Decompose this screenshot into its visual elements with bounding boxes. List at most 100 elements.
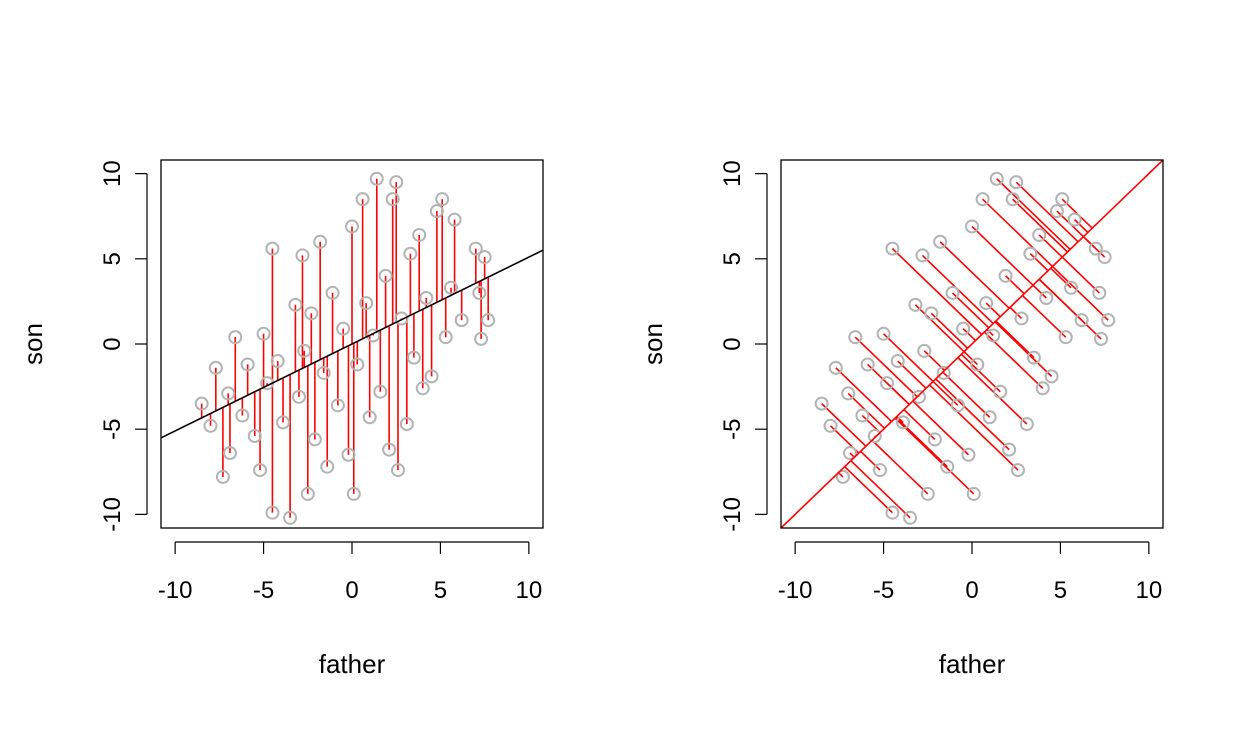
left-data-point [316,365,331,380]
right-residual-segment [962,328,977,342]
right-data-point [945,285,960,300]
right-data-point [998,268,1013,283]
right-data-point [876,326,891,341]
left-y-tick-label: 5 [99,252,126,265]
right-residual-segment [903,409,936,440]
left-data-point [350,357,365,372]
left-data-point [330,398,345,413]
right-residual-segment [844,466,893,514]
left-data-point [399,417,414,432]
right-residual-segment [1021,294,1067,338]
right-data-point [873,463,888,478]
right-data-point [855,408,870,423]
right-y-tick-label: 5 [719,252,746,265]
right-residual-segment [894,417,975,495]
left-data-point [313,234,328,249]
left-data-point [382,442,397,457]
right-residual-segment [935,378,1010,451]
right-residual-segment [1029,253,1049,272]
left-data-point [369,171,384,186]
right-x-tick-label: 10 [1136,577,1163,604]
right-data-point [903,510,918,525]
right-data-point [1101,313,1116,328]
right-data-point [1035,381,1050,396]
right-data-point [986,328,1001,343]
right-data-point [814,396,829,411]
left-data-point [355,192,370,207]
right-residual-segment [939,241,1010,309]
right-data-point [979,296,994,311]
right-data-point [920,486,935,501]
left-data-point [390,463,405,478]
right-data-point [880,376,895,391]
left-data-point [253,463,268,478]
right-residual-segment [1032,284,1047,299]
right-data-point [966,486,981,501]
left-x-tick-label: -5 [253,577,274,604]
left-data-point [415,381,430,396]
left-data-point [481,313,496,328]
right-residual-segment [1082,236,1106,258]
left-data-point [373,384,388,399]
right-x-tick-label: 0 [965,577,978,604]
left-data-point [304,306,319,321]
left-data-point [320,459,335,474]
left-data-point [235,408,250,423]
right-data-point [823,418,838,433]
right-residual-segment [951,292,990,329]
right-data-point [896,415,911,430]
right-residual-segment [971,225,1034,286]
left-plot-frame [160,159,544,529]
right-data-point [927,432,942,447]
right-residual-segment [912,400,970,456]
left-data-point [291,389,306,404]
right-data-point [950,398,965,413]
right-residual-segment [883,333,934,383]
right-data-point [890,354,905,369]
right-y-tick-label: -10 [719,497,746,532]
right-residual-segment [982,198,1054,268]
left-data-point [394,311,409,326]
left-x-tick-label: 5 [434,577,447,604]
right-residual-segment [996,178,1071,251]
right-data-point [1049,204,1064,219]
right-data-point [835,469,850,484]
right-data-point [1032,227,1047,242]
right-data-point [1094,331,1109,346]
left-data-points [194,171,496,525]
right-data-point [940,459,955,474]
right-data-point [1002,442,1017,457]
right-data-point [1097,250,1112,265]
left-y-tick-label: -10 [99,497,126,532]
right-x-tick-label: -5 [873,577,894,604]
right-residual-segment [1009,306,1023,320]
right-data-point [842,446,857,461]
right-data-point [933,234,948,249]
right-data-point [1088,241,1103,256]
left-data-point [276,415,291,430]
right-residual-segment [1074,219,1089,233]
right-residual-segment [960,353,1001,393]
right-data-point [975,192,990,207]
right-residual-segment [835,367,893,423]
right-data-point [911,389,926,404]
right-residual-segment [850,460,911,519]
right-plot-area [781,160,1163,528]
left-x-tick-label: 0 [345,577,358,604]
right-data-point [1064,280,1079,295]
right-data-point [885,241,900,256]
left-regression-line [161,249,543,439]
right-residual-segment [929,384,1019,471]
left-data-point [215,469,230,484]
right-residual-segment [1038,278,1102,340]
right-data-point [924,306,939,321]
right-data-point [915,248,930,263]
right-data-point [917,343,932,358]
right-data-point [1055,192,1070,207]
left-data-point [265,241,280,256]
left-data-point [472,285,487,300]
left-y-axis-label: son [18,323,48,365]
left-data-point [403,246,418,261]
right-residual-segment [896,415,904,423]
right-residual-segment [1012,198,1069,253]
